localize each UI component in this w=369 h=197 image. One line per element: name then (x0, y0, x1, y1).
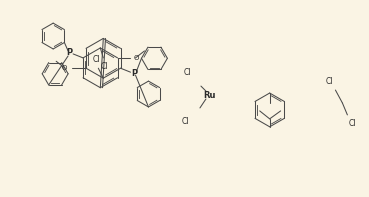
Text: Cl: Cl (326, 77, 334, 86)
Text: Cl: Cl (182, 117, 189, 126)
Text: P: P (131, 69, 138, 78)
Text: O: O (134, 55, 139, 61)
Text: O: O (62, 65, 67, 71)
Text: Cl: Cl (93, 55, 100, 64)
Text: P: P (66, 48, 72, 57)
Text: Ru: Ru (204, 91, 216, 99)
Text: Cl: Cl (101, 62, 108, 71)
Text: Cl: Cl (348, 119, 356, 128)
Text: Cl: Cl (183, 68, 191, 77)
